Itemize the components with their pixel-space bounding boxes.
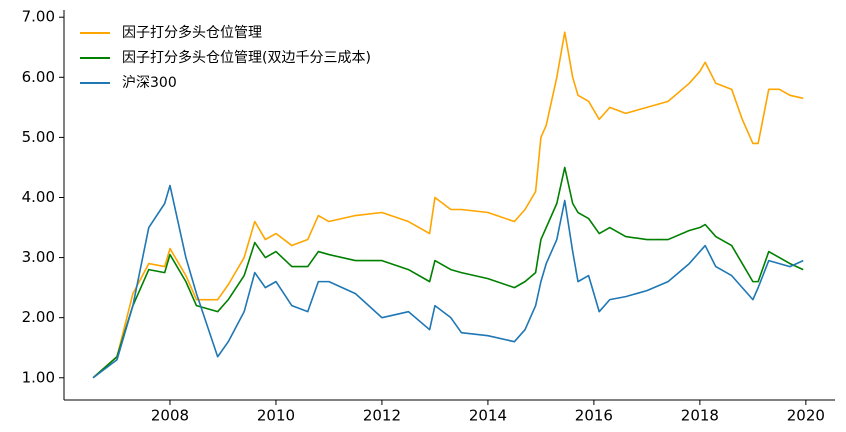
y-tick-label: 7.00: [22, 8, 55, 26]
y-tick-label: 5.00: [22, 128, 55, 146]
series-line: [92, 31, 804, 379]
x-tick-label: 2016: [575, 407, 613, 425]
y-tick-label: 3.00: [22, 248, 55, 266]
y-tick-label: 4.00: [22, 188, 55, 206]
y-tick-label: 1.00: [22, 368, 55, 386]
series-line: [92, 184, 804, 379]
legend-label: 因子打分多头仓位管理(双边千分三成本): [122, 49, 371, 66]
x-tick-label: 2012: [363, 407, 401, 425]
x-tick-label: 2014: [469, 407, 507, 425]
legend-label: 因子打分多头仓位管理: [122, 24, 262, 41]
series-line: [92, 166, 804, 379]
x-tick-label: 2010: [257, 407, 295, 425]
y-tick-label: 6.00: [22, 68, 55, 86]
y-tick-label: 2.00: [22, 308, 55, 326]
x-tick-label: 2008: [151, 407, 189, 425]
x-tick-label: 2020: [787, 407, 825, 425]
legend-label: 沪深300: [122, 75, 177, 91]
x-tick-label: 2018: [681, 407, 719, 425]
